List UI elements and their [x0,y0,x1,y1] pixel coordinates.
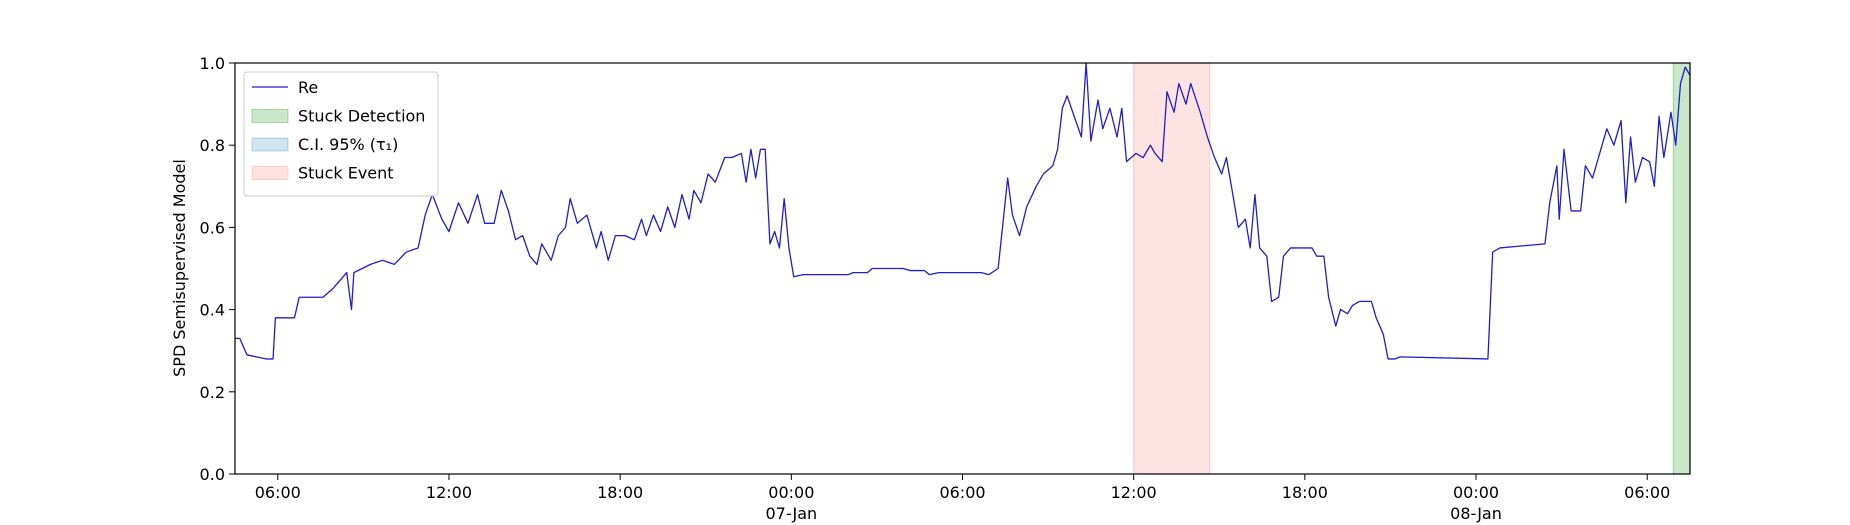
legend-label: Stuck Detection [298,107,425,126]
y-tick-label: 1.0 [200,54,225,73]
x-tick-label: 06:00 [939,483,985,502]
y-axis-label: SPD Semisupervised Model [170,159,189,377]
y-tick-label: 0.0 [200,465,225,484]
plot-frame [234,62,1691,475]
x-tick-label: 18:00 [597,483,643,502]
series-line [235,62,1691,360]
legend-patch [251,109,289,123]
legend: Re Stuck Detection C.I. 95% (τ₁) Stuck Even… [243,71,439,197]
region-span [1133,62,1211,475]
x-tick-label: 18:00 [1282,483,1328,502]
x-tick-label: 12:00 [1111,483,1157,502]
legend-label: C.I. 95% (τ₁) [298,135,398,154]
legend-label: Re [298,78,318,97]
x-tick-label: 06:00 [1624,483,1670,502]
legend-box [243,71,439,197]
y-tick-label: 0.6 [200,218,225,237]
legend-patch [251,137,289,152]
x-tick-label: 06:00 [255,483,301,502]
y-tick-label: 0.8 [200,136,225,155]
y-tick-label: 0.2 [200,383,225,402]
y-tick-label: 0.4 [200,301,225,320]
x-tick-label: 00:00 08-Jan [1450,483,1502,523]
x-tick-label: 12:00 [426,483,472,502]
legend-label: Stuck Event [298,164,394,183]
region-span [1672,62,1691,475]
legend-patch [251,166,289,180]
